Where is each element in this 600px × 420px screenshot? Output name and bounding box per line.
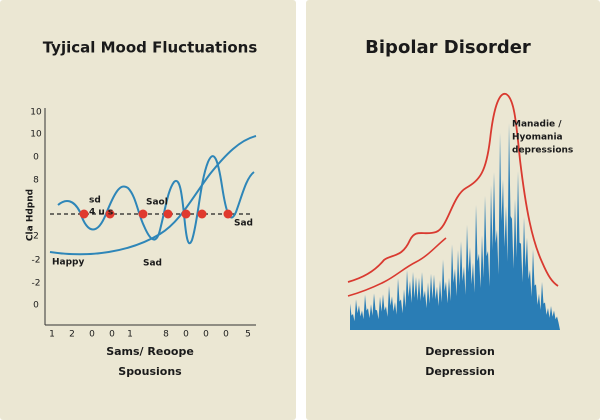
x-tick-label: 0 (183, 330, 189, 340)
annotation: Hyomania (512, 133, 563, 143)
x-tick-label: 0 (203, 330, 209, 340)
annotation: 4 u s (89, 208, 113, 218)
x-tick-label: 1 (127, 330, 133, 340)
annotation: Saol (146, 198, 168, 208)
markers (79, 209, 233, 219)
annotation: Sad (143, 259, 162, 269)
caption: Spousions (118, 365, 182, 378)
spike-area (350, 123, 560, 330)
marker (197, 209, 207, 219)
annotation: sd (89, 196, 101, 206)
y-tick-label: -2 (32, 256, 41, 266)
x-tick-label: 0 (223, 330, 229, 340)
annotation: Happy (52, 258, 84, 268)
annotation: Manadie / (512, 120, 562, 130)
y-ticks: 10 10 0 8 2 -2 -2 0 (30, 108, 42, 311)
lower-envelope (347, 237, 447, 297)
x-tick-label: 0 (109, 330, 115, 340)
y-tick-label: 0 (33, 301, 39, 311)
y-tick-label: 2 (33, 232, 39, 242)
x-axis-label: Depression (425, 345, 495, 358)
x-tick-label: 1 (49, 330, 55, 340)
trend-curve (49, 135, 257, 256)
x-ticks: 1 2 0 0 1 8 0 0 0 5 (49, 330, 251, 340)
y-tick-label: -2 (32, 279, 41, 289)
marker (138, 209, 148, 219)
marker (79, 209, 89, 219)
y-tick-label: 0 (33, 153, 39, 163)
y-tick-label: 10 (30, 108, 42, 118)
marker (163, 209, 173, 219)
y-axis-label: Cla Hdpnd (26, 189, 36, 241)
annotation: Sad (234, 219, 253, 229)
x-tick-label: 8 (163, 330, 169, 340)
x-tick-label: 5 (245, 330, 251, 340)
caption: Depression (425, 365, 495, 378)
upper-envelope (347, 93, 559, 287)
marker (105, 209, 115, 219)
left-panel (0, 0, 296, 420)
y-tick-label: 8 (33, 176, 39, 186)
marker (223, 209, 233, 219)
panel-title: Tyjical Mood Fluctuations (43, 39, 258, 57)
y-tick-label: 10 (30, 130, 42, 140)
x-tick-label: 2 (69, 330, 75, 340)
x-axis-label: Sams/ Reoope (106, 345, 194, 358)
panel-title: Bipolar Disorder (365, 37, 531, 58)
x-tick-label: 0 (89, 330, 95, 340)
annotation: depressions (512, 146, 573, 156)
marker (181, 209, 191, 219)
